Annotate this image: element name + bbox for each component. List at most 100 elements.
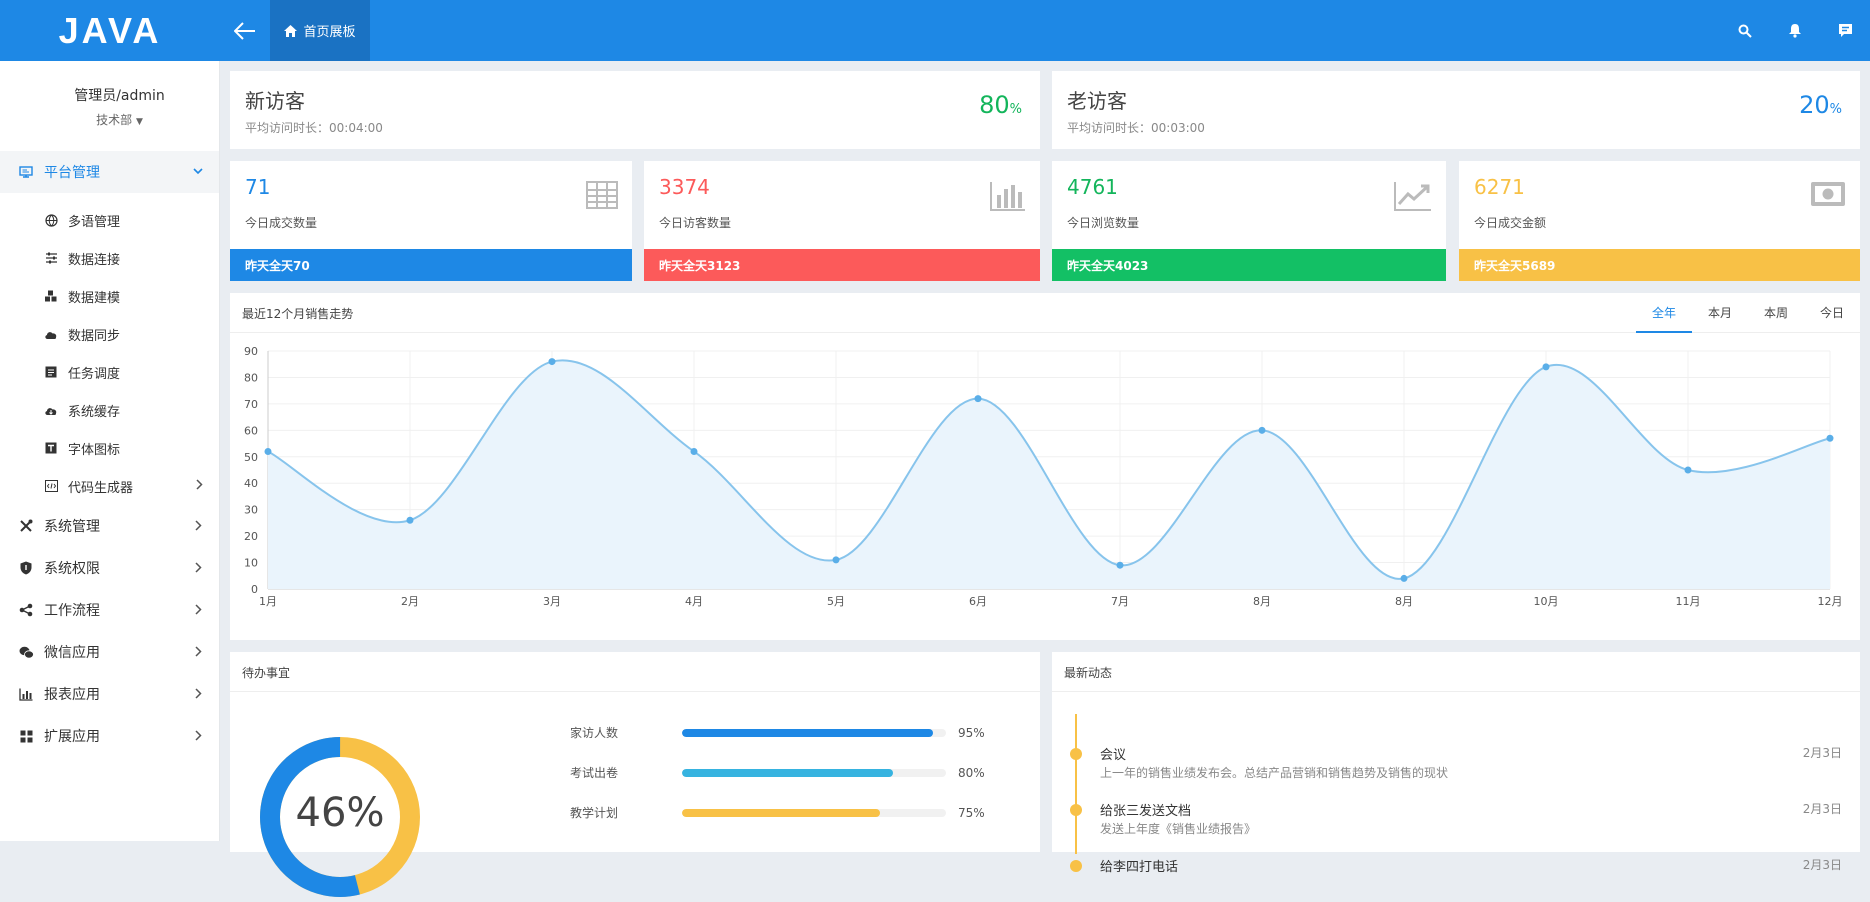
news-item-desc: 发送上年度《销售业绩报告》: [1100, 822, 1257, 836]
sidebar-item-platform[interactable]: 平台管理: [0, 151, 219, 193]
share-icon: [18, 602, 34, 618]
sliders-icon: [44, 251, 58, 265]
y-tick-label: 70: [244, 398, 258, 411]
y-tick-label: 50: [244, 451, 258, 464]
top-bar: JAVA 首页展板: [0, 0, 1870, 61]
sidebar-item-label: 系统管理: [44, 519, 100, 535]
data-point[interactable]: [1542, 363, 1550, 371]
sidebar-subitem[interactable]: 数据同步: [0, 315, 219, 353]
shield-icon: [18, 560, 34, 576]
tools-icon: [18, 518, 34, 534]
todo-progress-track: [682, 768, 946, 777]
series-area: [268, 360, 1830, 589]
sidebar-subitem[interactable]: 数据建模: [0, 277, 219, 315]
timeline-dot: [1070, 860, 1082, 872]
chevron-down-icon: [193, 164, 203, 178]
bell-icon[interactable]: [1770, 23, 1820, 38]
sidebar-subitem[interactable]: 任务调度: [0, 353, 219, 391]
y-tick-label: 10: [244, 557, 258, 570]
data-point[interactable]: [264, 447, 272, 455]
data-point[interactable]: [1684, 466, 1692, 474]
chart-tab-week[interactable]: 本周: [1763, 306, 1788, 320]
cubes-icon: [44, 289, 58, 303]
sidebar-subitem[interactable]: 系统缓存: [0, 391, 219, 429]
sidebar-subitem-label: 代码生成器: [68, 480, 134, 496]
data-point[interactable]: [548, 358, 556, 366]
chart-tab-month[interactable]: 本月: [1707, 306, 1732, 320]
tab-home-label: 首页展板: [303, 25, 356, 40]
chart-tab-today[interactable]: 今日: [1819, 306, 1844, 320]
chevron-right-icon: [196, 479, 203, 494]
todo-progress-label: 家访人数: [570, 726, 619, 740]
back-arrow-icon[interactable]: [230, 16, 260, 46]
message-icon[interactable]: [1820, 23, 1870, 38]
new-visitor-duration: 平均访问时长：00:04:00: [245, 121, 383, 135]
y-tick-label: 80: [244, 371, 258, 384]
sidebar-item-label: 扩展应用: [44, 729, 100, 745]
todo-title: 待办事宜: [230, 652, 1040, 692]
sidebar-item-label: 工作流程: [44, 603, 100, 619]
x-tick-label: 3月: [543, 595, 561, 608]
stat-label: 今日浏览数量: [1067, 216, 1140, 230]
sidebar-subitem-label: 多语管理: [68, 214, 121, 230]
sidebar-item[interactable]: 报表应用: [0, 673, 219, 715]
grid-icon: [18, 728, 34, 744]
todo-progress-fill: [682, 808, 880, 817]
sidebar-item[interactable]: 扩展应用: [0, 715, 219, 757]
chevron-right-icon: [193, 560, 203, 574]
new-visitor-percent: 80%: [979, 91, 1022, 119]
home-icon: [284, 24, 298, 37]
data-point[interactable]: [974, 395, 982, 403]
x-tick-label: 1月: [259, 595, 277, 608]
stat-number: 71: [245, 175, 271, 199]
todo-progress-value: 80%: [958, 765, 985, 780]
logo: JAVA: [58, 9, 162, 51]
chevron-right-icon: [193, 518, 203, 532]
sidebar-item[interactable]: 系统权限: [0, 547, 219, 589]
x-tick-label: 5月: [827, 595, 845, 608]
chevron-right-icon: [193, 644, 203, 658]
sidebar-subitem[interactable]: 多语管理: [0, 201, 219, 239]
sidebar-subitem-label: 任务调度: [68, 366, 121, 382]
bar-chart-icon: [990, 181, 1026, 215]
stat-label: 今日访客数量: [659, 216, 732, 230]
news-item-date: 2月3日: [1802, 858, 1842, 872]
data-point[interactable]: [406, 516, 414, 524]
data-point[interactable]: [1400, 574, 1408, 582]
data-point[interactable]: [1258, 426, 1266, 434]
todo-progress-value: 75%: [958, 805, 985, 820]
stat-yesterday-bar: 昨天全天70: [230, 249, 632, 281]
news-item-date: 2月3日: [1802, 746, 1842, 760]
data-point[interactable]: [690, 447, 698, 455]
search-icon[interactable]: [1720, 24, 1770, 38]
old-visitor-percent: 20%: [1799, 91, 1842, 119]
old-visitor-duration: 平均访问时长：00:03:00: [1067, 121, 1205, 135]
cloud-sync-icon: [44, 327, 58, 341]
department-dropdown[interactable]: 技术部 ▼: [96, 111, 143, 128]
sidebar-subitem[interactable]: 字体图标: [0, 429, 219, 467]
data-point[interactable]: [1116, 561, 1124, 569]
data-point[interactable]: [1826, 434, 1834, 442]
stat-yesterday-bar: 昨天全天5689: [1459, 249, 1860, 281]
data-point[interactable]: [832, 556, 840, 564]
sidebar-item[interactable]: 系统管理: [0, 505, 219, 547]
sidebar-item[interactable]: 微信应用: [0, 631, 219, 673]
sidebar-item[interactable]: 工作流程: [0, 589, 219, 631]
news-item-date: 2月3日: [1802, 802, 1842, 816]
todo-progress-row: 家访人数 95%: [570, 724, 985, 741]
cloud-cache-icon: [44, 403, 58, 417]
sidebar-subitem-label: 数据连接: [68, 252, 121, 268]
x-tick-label: 2月: [401, 595, 419, 608]
user-panel: 管理员/admin 技术部 ▼: [0, 61, 219, 151]
wechat-icon: [18, 644, 34, 660]
chart-tab-year[interactable]: 全年: [1636, 293, 1692, 333]
todo-progress-label: 考试出卷: [570, 766, 619, 780]
code-icon: [44, 479, 58, 493]
timeline-line: [1075, 714, 1077, 854]
timeline-dot: [1070, 804, 1082, 816]
sidebar-subitem[interactable]: 代码生成器: [0, 467, 219, 505]
sidebar-subitem[interactable]: 数据连接: [0, 239, 219, 277]
sales-chart-panel: 最近12个月销售走势 全年 本月 本周 今日 0 10 20 30 40 50 60 70 80…: [230, 293, 1860, 640]
tab-home[interactable]: 首页展板: [270, 0, 370, 61]
money-icon: [1810, 181, 1846, 211]
